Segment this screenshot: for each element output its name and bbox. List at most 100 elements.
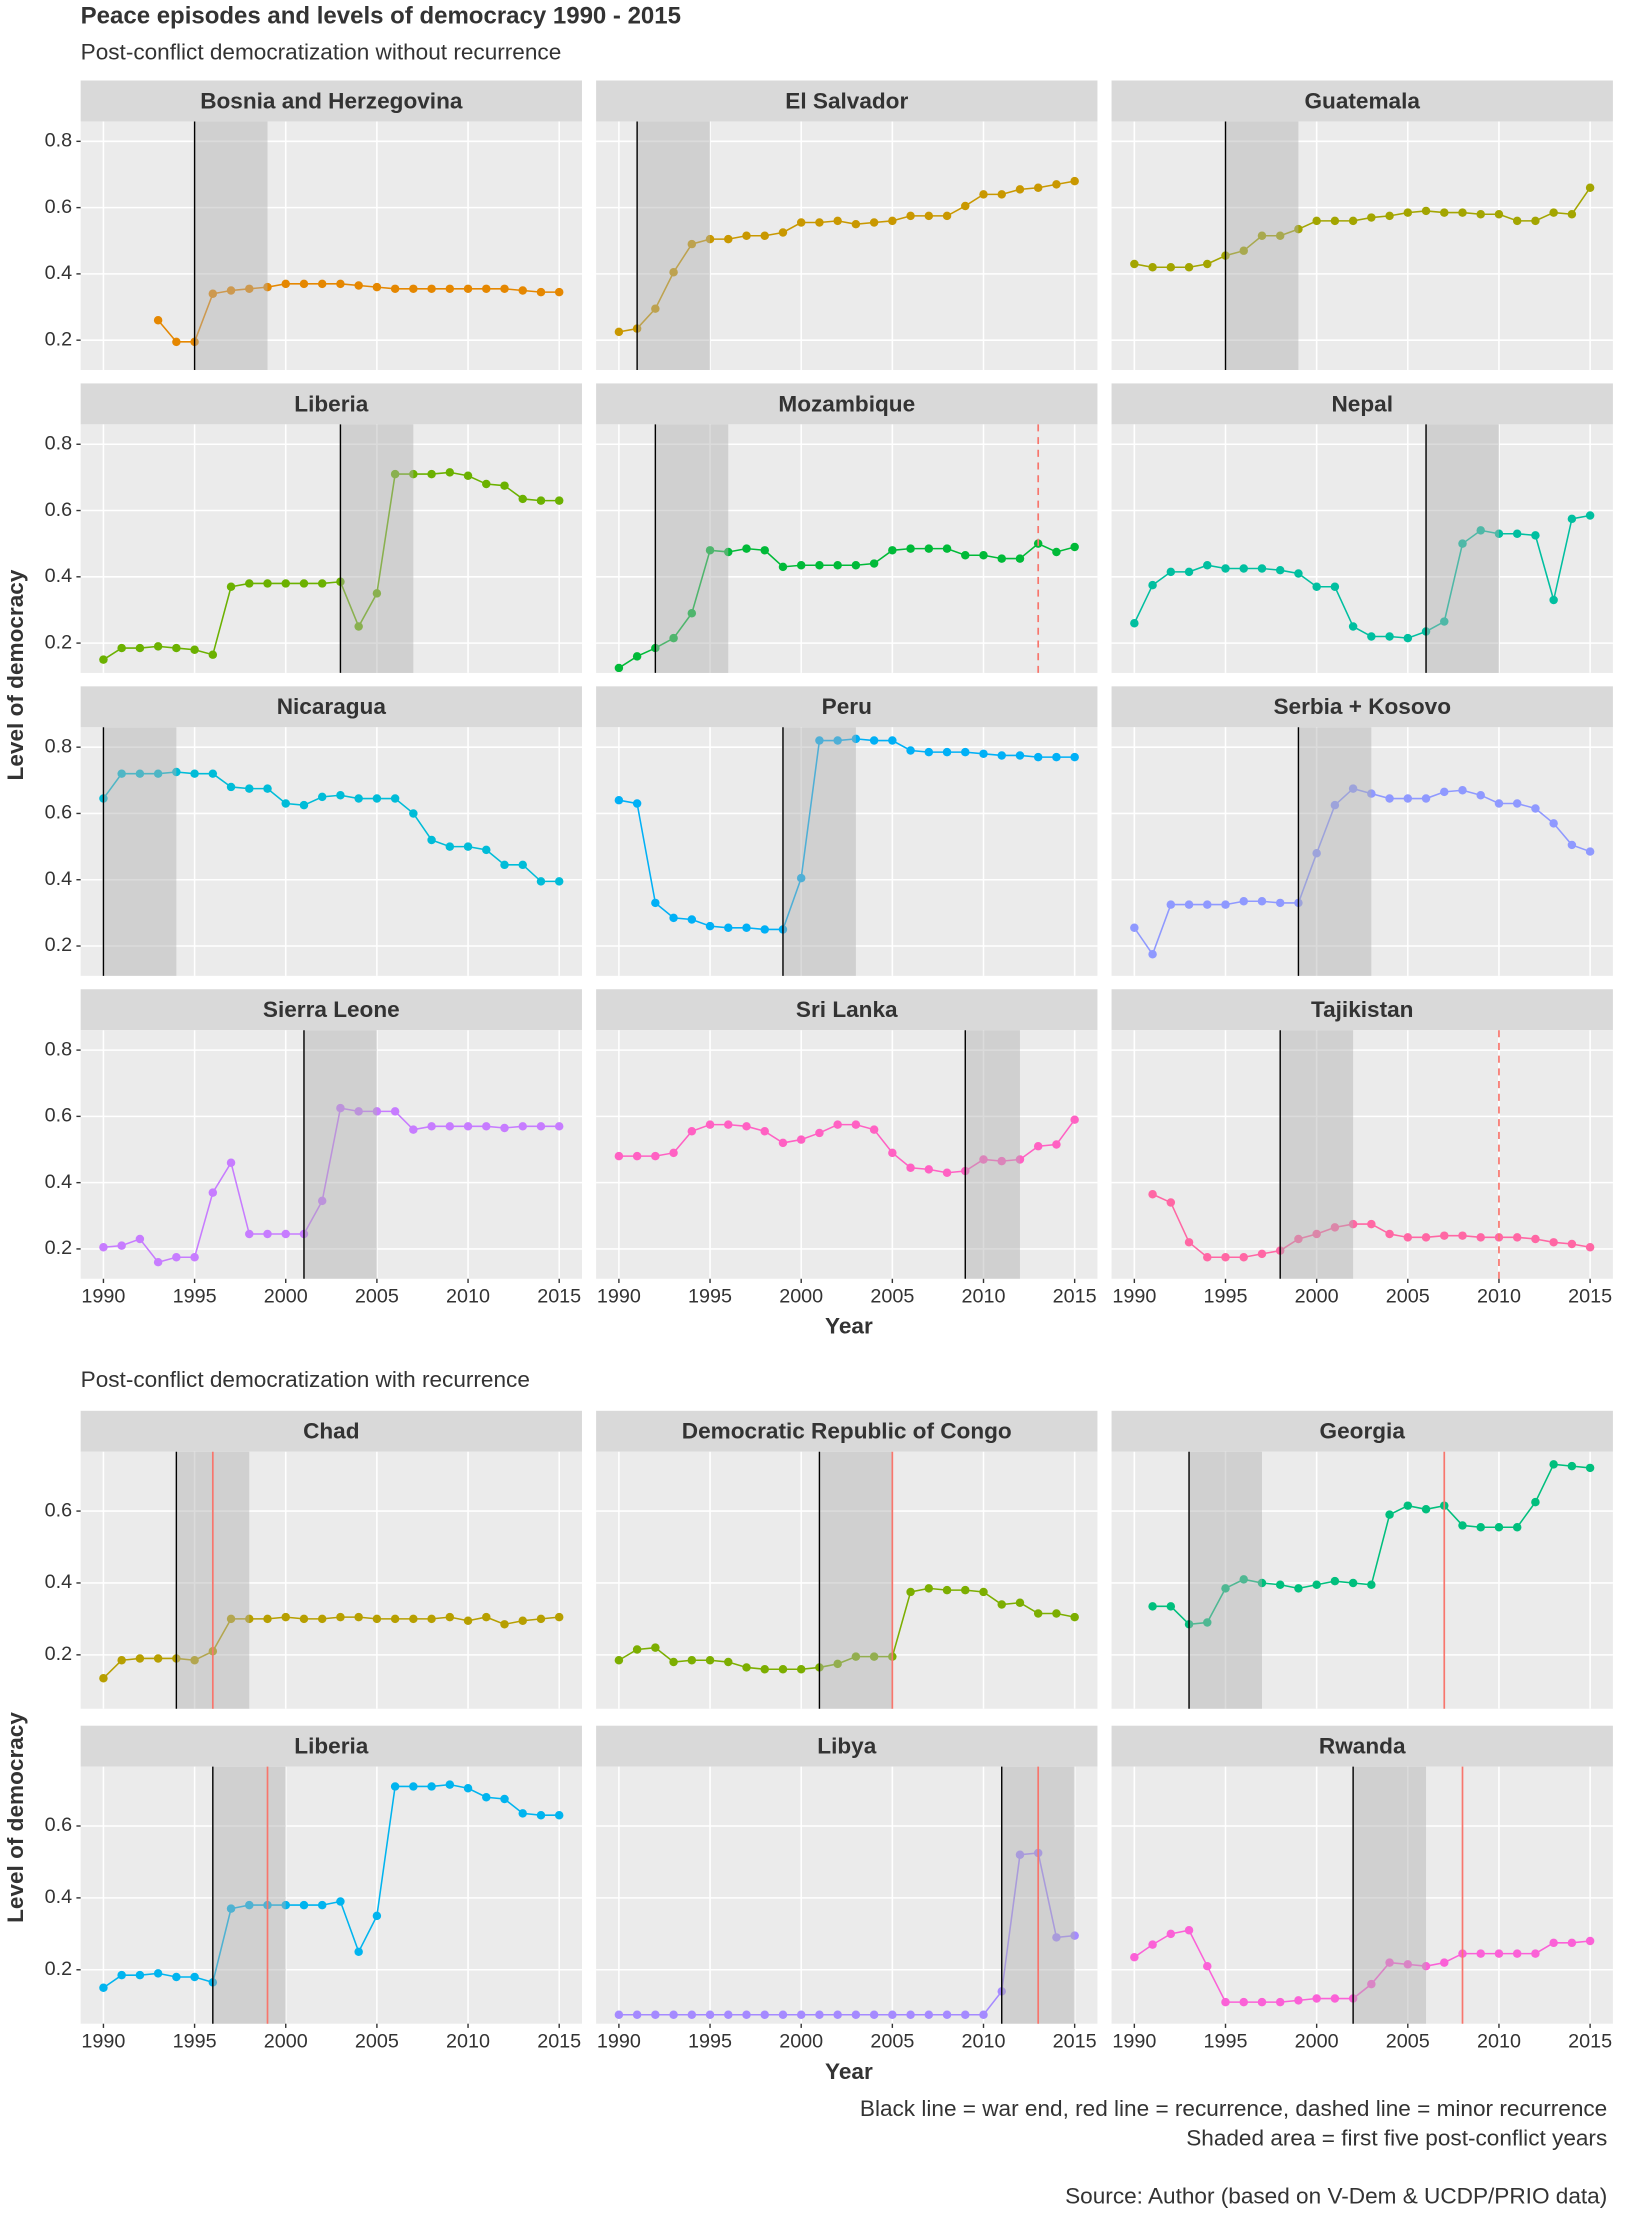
data-point bbox=[1275, 898, 1285, 908]
data-point bbox=[354, 622, 363, 631]
data-point bbox=[687, 239, 697, 249]
panel-title: Bosnia and Herzegovina bbox=[200, 88, 463, 113]
x-tick-label: 2010 bbox=[962, 1285, 1006, 1307]
data-point bbox=[1476, 1949, 1485, 1958]
x-tick-label: 1990 bbox=[597, 1285, 641, 1307]
x-tick-label: 1990 bbox=[1112, 2030, 1156, 2052]
panel-title: Guatemala bbox=[1305, 88, 1421, 113]
data-point bbox=[1312, 1994, 1321, 2003]
data-point bbox=[961, 1585, 970, 1595]
data-point bbox=[1052, 1933, 1061, 1942]
data-point bbox=[281, 799, 290, 808]
shaded-area bbox=[1280, 1030, 1354, 1279]
panel-title: Tajikistan bbox=[1311, 997, 1413, 1022]
y-tick-label: 0.2 bbox=[45, 1643, 72, 1665]
data-point bbox=[445, 1612, 455, 1622]
data-point bbox=[1239, 1575, 1248, 1584]
data-point bbox=[833, 1120, 842, 1129]
x-tick-label: 1995 bbox=[173, 1285, 217, 1307]
x-tick-label: 1990 bbox=[1112, 1285, 1156, 1307]
data-point bbox=[317, 279, 327, 289]
data-point bbox=[1330, 1576, 1340, 1586]
data-point bbox=[651, 1151, 660, 1161]
x-axis-title: Year bbox=[825, 2059, 873, 2084]
data-point bbox=[1221, 900, 1230, 909]
x-tick-label: 2015 bbox=[537, 2030, 581, 2052]
data-point bbox=[815, 2010, 824, 2019]
shaded-area bbox=[303, 1030, 377, 1279]
data-point bbox=[1440, 1958, 1449, 1967]
shaded-area bbox=[1426, 424, 1499, 673]
data-point bbox=[851, 219, 861, 229]
data-point bbox=[796, 1665, 806, 1674]
data-point bbox=[669, 2010, 678, 2019]
data-point bbox=[614, 2010, 624, 2019]
data-point bbox=[117, 1970, 126, 1980]
data-point bbox=[687, 915, 697, 924]
data-point bbox=[427, 284, 436, 294]
panel-background bbox=[1111, 424, 1613, 673]
data-point bbox=[226, 782, 236, 792]
data-point bbox=[1312, 582, 1321, 591]
data-point bbox=[924, 1584, 934, 1593]
data-point bbox=[906, 2010, 915, 2019]
data-point bbox=[1458, 1521, 1467, 1530]
data-point bbox=[742, 923, 751, 933]
data-point bbox=[172, 1972, 181, 1982]
data-point bbox=[463, 842, 473, 851]
data-point bbox=[979, 1155, 988, 1164]
data-point bbox=[427, 835, 436, 845]
data-point bbox=[1567, 1938, 1577, 1948]
panel-title: Liberia bbox=[294, 391, 368, 416]
data-point bbox=[1221, 1252, 1230, 1262]
data-point bbox=[961, 201, 970, 211]
data-point bbox=[1403, 1501, 1413, 1510]
shaded-area bbox=[212, 1766, 286, 2024]
data-point bbox=[1294, 1996, 1303, 2005]
strip bbox=[596, 1410, 1098, 1452]
data-point bbox=[482, 284, 491, 294]
data-point bbox=[1440, 1231, 1449, 1240]
data-point bbox=[997, 751, 1006, 760]
data-point bbox=[1184, 263, 1194, 272]
data-point bbox=[869, 1652, 879, 1661]
data-point bbox=[869, 1125, 879, 1134]
data-point bbox=[924, 1165, 934, 1174]
data-point bbox=[1148, 263, 1157, 272]
data-point bbox=[1512, 1233, 1522, 1242]
y-tick-label: 0.6 bbox=[45, 1105, 72, 1127]
data-point bbox=[1070, 1612, 1079, 1622]
data-point bbox=[669, 1657, 678, 1667]
data-point bbox=[1403, 1960, 1413, 1969]
data-point bbox=[245, 1900, 254, 1910]
data-point bbox=[1531, 1497, 1540, 1507]
data-point bbox=[942, 1168, 952, 1177]
x-tick-label: 2010 bbox=[1477, 1285, 1521, 1307]
panel-background bbox=[596, 424, 1098, 673]
data-point bbox=[1348, 622, 1358, 631]
data-point bbox=[1239, 1252, 1248, 1262]
y-tick-label: 0.4 bbox=[45, 868, 72, 890]
data-point bbox=[1130, 618, 1139, 628]
data-point bbox=[153, 642, 163, 651]
data-point bbox=[390, 469, 400, 479]
data-point bbox=[997, 190, 1006, 199]
data-point bbox=[1184, 567, 1194, 577]
data-point bbox=[1494, 529, 1504, 538]
data-point bbox=[1033, 183, 1043, 192]
data-point bbox=[409, 284, 418, 294]
data-point bbox=[1385, 794, 1394, 803]
data-point bbox=[1221, 1584, 1230, 1593]
data-point bbox=[1440, 617, 1449, 626]
data-point bbox=[1294, 1234, 1303, 1244]
y-tick-label: 0.2 bbox=[45, 934, 72, 956]
panel-background bbox=[1111, 1451, 1613, 1709]
data-point bbox=[482, 845, 491, 855]
strip bbox=[596, 686, 1098, 728]
panel-background bbox=[80, 1451, 582, 1709]
data-point bbox=[554, 1612, 564, 1622]
data-point bbox=[1203, 1961, 1212, 1971]
data-point bbox=[153, 769, 163, 778]
y-tick-label: 0.4 bbox=[45, 565, 72, 587]
data-point bbox=[651, 1643, 660, 1652]
